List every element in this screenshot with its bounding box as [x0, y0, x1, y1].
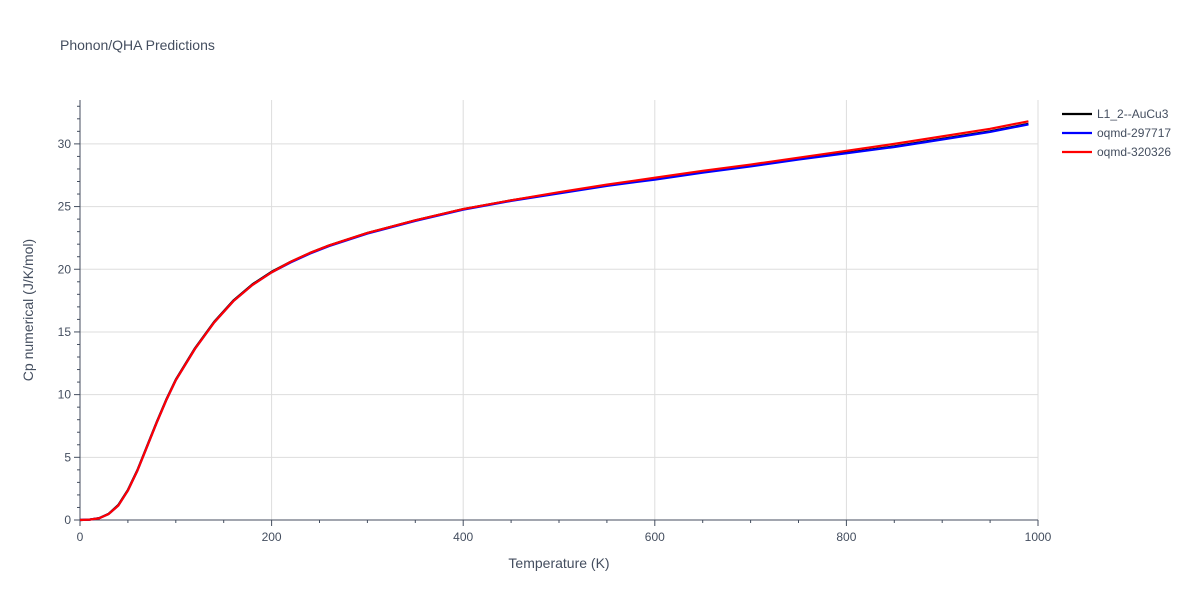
x-tick-label: 1000 [1025, 530, 1052, 544]
x-tick-label: 600 [645, 530, 665, 544]
series-line-1 [79, 122, 1029, 522]
y-tick-label: 5 [64, 450, 71, 464]
x-tick-label: 200 [262, 530, 282, 544]
legend-item-2[interactable]: oqmd-297717 [1062, 126, 1171, 140]
chart-title: Phonon/QHA Predictions [60, 37, 215, 53]
y-tick-label: 30 [58, 137, 72, 151]
y-tick-label: 0 [64, 513, 71, 527]
y-tick-label: 20 [58, 262, 72, 276]
x-tick-label: 0 [77, 530, 84, 544]
grid-layer [80, 100, 1039, 520]
x-tick-label: 800 [836, 530, 856, 544]
y-tick-label: 10 [58, 388, 72, 402]
x-tick-label: 400 [453, 530, 473, 544]
legend[interactable]: L1_2--AuCu3 oqmd-297717 oqmd-320326 [1062, 107, 1171, 159]
legend-item-1[interactable]: L1_2--AuCu3 [1062, 107, 1169, 121]
legend-label: oqmd-320326 [1097, 145, 1171, 159]
legend-item-3[interactable]: oqmd-320326 [1062, 145, 1171, 159]
series-layer [79, 120, 1029, 522]
tick-layer: 0 200 400 600 800 1000 0 5 10 15 20 25 30 [58, 105, 1052, 544]
y-axis-label: Cp numerical (J/K/mol) [20, 239, 36, 381]
x-axis-label: Temperature (K) [508, 555, 609, 571]
legend-label: oqmd-297717 [1097, 126, 1171, 140]
legend-label: L1_2--AuCu3 [1097, 107, 1169, 121]
y-tick-label: 15 [58, 325, 72, 339]
series-line-2 [79, 123, 1029, 522]
series-line-3 [79, 120, 1029, 522]
y-tick-label: 25 [58, 200, 72, 214]
